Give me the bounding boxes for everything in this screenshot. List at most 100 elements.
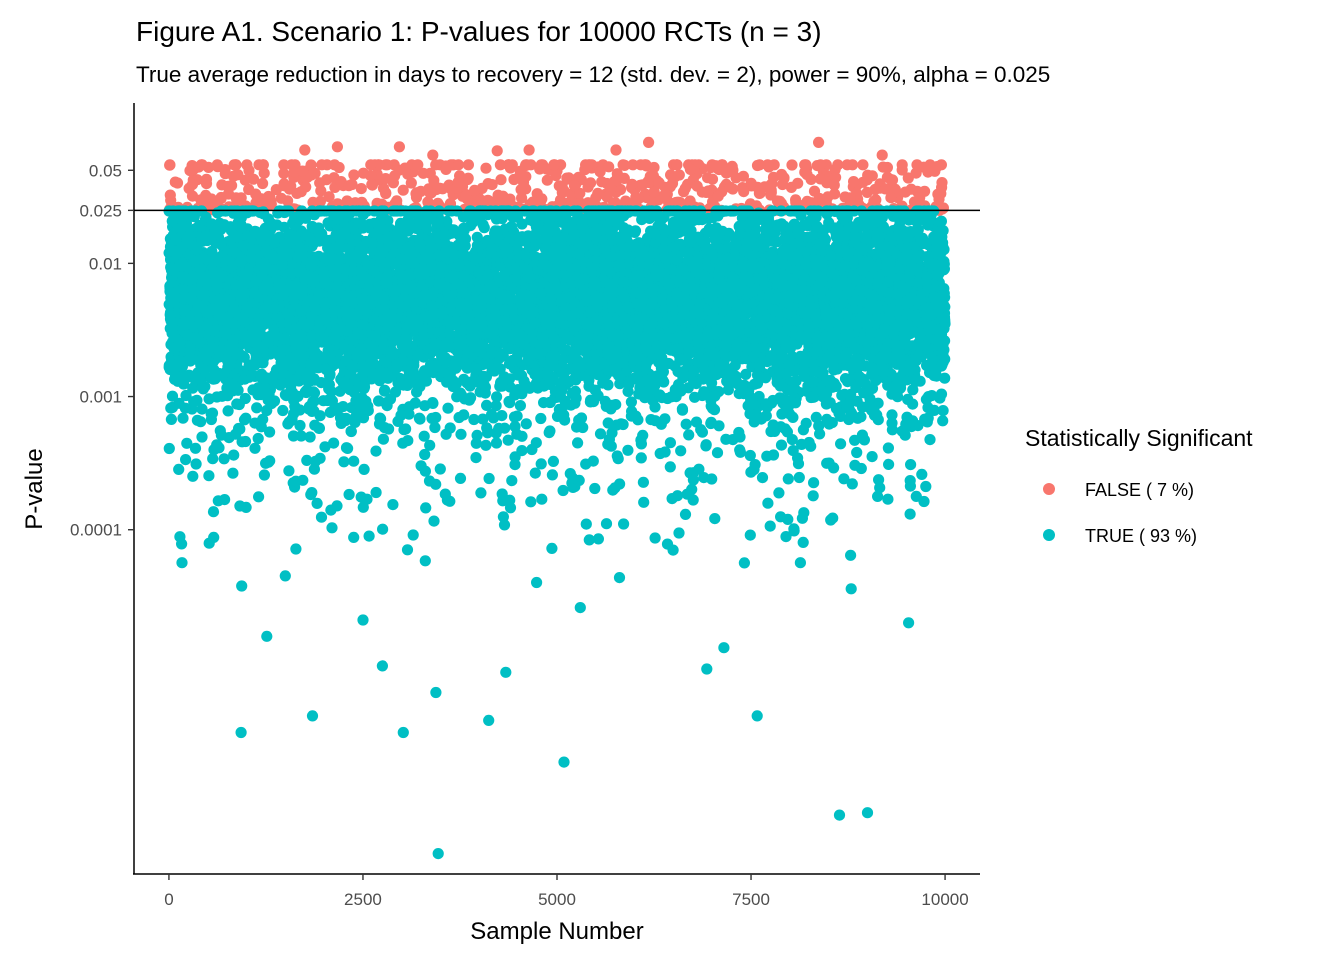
point-true [429,421,441,434]
point-false [844,192,856,204]
point-false [278,159,290,171]
point-true [304,431,316,443]
point-false [346,178,358,191]
point-true [687,474,700,486]
point-true [711,447,724,459]
point-true [807,490,819,502]
point-false [908,196,921,208]
point-false [452,159,464,171]
point-false [771,195,784,207]
point-false [296,165,309,177]
point-false [494,159,506,171]
point-false [879,183,891,195]
point-true [862,228,874,240]
point-false [265,198,277,210]
point-false [610,144,622,156]
point-true [664,437,677,449]
point-false [462,172,474,184]
point-true [675,445,687,457]
point-true [189,442,202,454]
point-true [709,513,721,525]
point-true [222,405,234,417]
point-true [504,494,516,506]
point-true [496,410,508,422]
point-true [454,472,467,484]
point-false [643,136,655,148]
point-false [504,193,516,205]
point-false [227,170,240,182]
point-true [787,445,799,457]
point-false [910,167,922,179]
point-false [283,183,296,195]
point-true [326,522,338,534]
point-false [556,180,568,192]
point-true [937,405,949,417]
point-true [481,399,493,411]
point-false [523,144,535,156]
series-false-points [164,136,950,216]
point-false [724,181,737,193]
point-true [613,572,626,584]
point-true [773,487,785,499]
point-false [275,192,287,204]
point-false [684,163,697,175]
series-true-points [163,205,951,860]
point-false [766,178,778,190]
point-false [541,174,553,186]
point-false [200,178,213,190]
point-true [496,488,508,500]
point-false [618,172,630,184]
point-true [407,529,419,541]
point-false [299,144,311,156]
point-false [314,177,326,189]
point-true [458,409,470,421]
point-false [452,176,464,188]
point-false [323,191,335,203]
point-true [411,386,423,398]
point-false [197,195,209,207]
point-true [514,400,527,412]
point-false [626,178,638,190]
point-false [230,159,242,171]
point-false [405,177,417,189]
point-true [358,463,370,475]
point-false [841,159,853,171]
point-true [808,477,820,489]
point-false [186,178,199,190]
point-false [723,166,735,178]
point-false [348,169,360,181]
point-true [480,439,492,451]
point-false [886,174,899,186]
point-false [603,161,615,173]
point-true [835,438,847,450]
point-true [377,523,389,535]
point-true [756,472,769,484]
point-false [397,184,409,196]
point-false [636,179,649,191]
point-false [300,181,312,193]
point-false [671,159,683,171]
point-false [504,162,516,174]
point-false [257,159,269,171]
point-false [380,188,392,200]
point-true [637,429,649,441]
point-false [594,166,606,178]
point-false [776,168,788,181]
point-false [402,168,414,180]
point-true [592,533,605,545]
point-false [801,168,813,181]
point-false [486,179,498,191]
point-false [700,186,712,198]
point-false [899,186,912,198]
point-false [508,173,520,186]
point-false [305,159,317,171]
point-true [882,493,894,505]
point-true [377,433,389,445]
point-true [502,434,514,446]
point-false [596,176,608,188]
point-false [164,159,176,171]
point-false [462,159,474,171]
point-false [673,169,685,181]
point-false [658,189,670,202]
point-false [393,141,405,153]
